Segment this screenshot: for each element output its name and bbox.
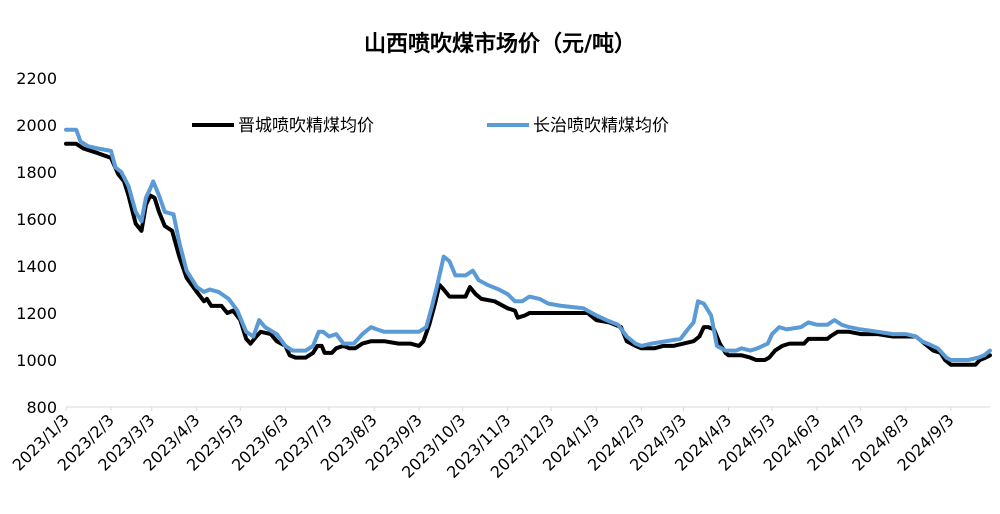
legend: 晋城喷吹精煤均价 长治喷吹精煤均价 bbox=[192, 116, 669, 136]
y-axis: 800 1000 1200 1400 1600 1800 2000 2200 bbox=[16, 69, 57, 417]
y-tick-label: 2200 bbox=[16, 69, 57, 88]
y-tick-label: 1600 bbox=[16, 210, 57, 229]
y-tick-label: 1200 bbox=[16, 304, 57, 323]
series-line-jincheng bbox=[64, 141, 992, 367]
y-tick-label: 800 bbox=[26, 398, 57, 417]
chart-title: 山西喷吹煤市场价（元/吨） bbox=[364, 31, 636, 57]
x-axis: 2023/1/32023/2/32023/3/32023/4/32023/5/3… bbox=[9, 407, 958, 482]
series-line-changzhi bbox=[64, 127, 992, 362]
y-tick-label: 2000 bbox=[16, 116, 57, 135]
y-tick-label: 1400 bbox=[16, 257, 57, 276]
legend-label-jincheng: 晋城喷吹精煤均价 bbox=[238, 116, 374, 136]
y-tick-label: 1000 bbox=[16, 351, 57, 370]
y-tick-label: 1800 bbox=[16, 163, 57, 182]
series-layer bbox=[64, 127, 992, 367]
legend-label-changzhi: 长治喷吹精煤均价 bbox=[533, 116, 669, 136]
